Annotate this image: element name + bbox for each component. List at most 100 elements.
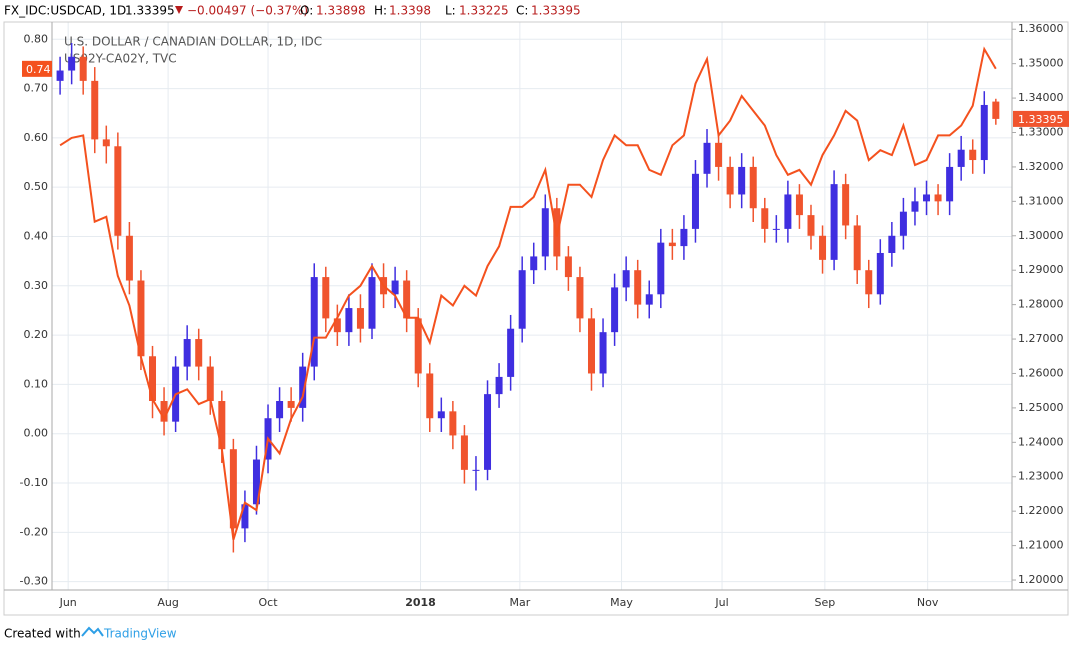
c-label: C: — [516, 4, 528, 18]
created-with: Created with — [4, 627, 81, 641]
candle-body — [587, 318, 595, 374]
candle-body — [853, 225, 861, 271]
y-tick-label: 0.00 — [24, 427, 49, 440]
y-tick-label: -0.20 — [20, 525, 48, 538]
value-badge-label: 0.74 — [26, 63, 51, 76]
y-tick-label: 0.40 — [24, 229, 49, 242]
y2-tick-label: 1.33000 — [1018, 126, 1064, 139]
candle-body — [356, 308, 364, 329]
y2-tick-label: 1.20000 — [1018, 573, 1064, 586]
candle-body — [299, 366, 307, 408]
candle-body — [229, 449, 237, 529]
candle-body — [992, 101, 1000, 119]
candle-body — [149, 356, 157, 402]
x-tick-label: 2018 — [405, 596, 436, 609]
x-tick-label: May — [610, 596, 633, 609]
candle-body — [795, 194, 803, 216]
y-tick-label: 0.70 — [24, 82, 49, 95]
candle-body — [749, 166, 757, 209]
y-tick-label: -0.10 — [20, 476, 48, 489]
l-label: L: — [445, 4, 456, 18]
candle-body — [426, 373, 434, 419]
candle-body — [946, 166, 954, 202]
candle-body — [911, 201, 919, 212]
candle-body — [772, 228, 780, 230]
y2-tick-label: 1.30000 — [1018, 229, 1064, 242]
candle-body — [310, 277, 318, 367]
candle-body — [980, 104, 988, 161]
candle-body — [888, 235, 896, 253]
y2-tick-label: 1.35000 — [1018, 57, 1064, 70]
grid — [52, 22, 1012, 590]
candle-body — [391, 280, 399, 295]
candle-body — [842, 184, 850, 226]
candle-body — [715, 142, 723, 167]
y-tick-label: 0.80 — [24, 32, 49, 45]
y2-tick-label: 1.26000 — [1018, 366, 1064, 379]
y-tick-label: 0.50 — [24, 180, 49, 193]
down-arrow — [175, 6, 183, 14]
candle-body — [541, 208, 549, 257]
candle-body — [472, 469, 480, 471]
candle-body — [899, 211, 907, 236]
candle-body — [957, 149, 965, 167]
price-badge-label: 1.33395 — [1018, 113, 1064, 126]
candle-body — [518, 270, 526, 329]
candle-body — [738, 166, 746, 195]
y2-tick-label: 1.28000 — [1018, 298, 1064, 311]
candle-body — [599, 332, 607, 374]
candle-body — [934, 194, 942, 202]
candle-body — [634, 270, 642, 305]
legend-spread: US02Y-CA02Y, TVC — [64, 52, 177, 66]
y2-tick-label: 1.22000 — [1018, 504, 1064, 517]
candle-body — [91, 80, 99, 140]
x-tick-label: Jun — [59, 596, 77, 609]
o-label: O: — [300, 4, 313, 18]
candle-body — [114, 146, 122, 236]
candle-body — [449, 411, 457, 436]
candle-body — [137, 280, 145, 357]
open-value: 1.33898 — [316, 4, 366, 18]
y-tick-label: 0.20 — [24, 328, 49, 341]
candle-body — [680, 228, 688, 247]
brand[interactable]: TradingView — [103, 627, 177, 641]
spread-line — [59, 46, 997, 540]
y2-tick-label: 1.23000 — [1018, 470, 1064, 483]
y2-tick-label: 1.32000 — [1018, 160, 1064, 173]
candle-body — [507, 328, 515, 377]
candle-body — [183, 339, 191, 367]
candle-body — [703, 142, 711, 174]
candle-body — [761, 208, 769, 229]
candle-body — [241, 504, 249, 529]
legend-main: U.S. DOLLAR / CANADIAN DOLLAR, 1D, IDC — [64, 35, 322, 49]
candle-body — [368, 277, 376, 329]
y-tick-label: 0.10 — [24, 377, 49, 390]
candle-body — [333, 318, 341, 333]
candle-body — [287, 401, 295, 408]
candle-body — [645, 294, 653, 305]
candle-body — [206, 366, 214, 402]
candle-body — [691, 173, 699, 229]
candle-body — [830, 184, 838, 260]
candle-body — [460, 435, 468, 470]
candle-body — [576, 277, 584, 319]
candle-body — [276, 401, 284, 419]
high-value: 1.3398 — [389, 4, 431, 18]
candle-body — [819, 235, 827, 260]
candle-body — [564, 256, 572, 278]
candle-body — [611, 287, 619, 333]
y2-tick-label: 1.24000 — [1018, 435, 1064, 448]
candle-body — [68, 56, 76, 71]
brand-logo — [81, 626, 104, 637]
x-tick-label: Jul — [714, 596, 728, 609]
candle-body — [322, 277, 330, 319]
x-tick-label: Oct — [259, 596, 279, 609]
value-badge — [22, 60, 52, 77]
candle-body — [495, 376, 503, 395]
low-value: 1.33225 — [459, 4, 509, 18]
y2-tick-label: 1.34000 — [1018, 91, 1064, 104]
candle-body — [125, 235, 133, 281]
y2-tick-label: 1.27000 — [1018, 332, 1064, 345]
symbol: FX_IDC:USDCAD, 1D — [4, 4, 126, 18]
candle-body — [726, 166, 734, 195]
